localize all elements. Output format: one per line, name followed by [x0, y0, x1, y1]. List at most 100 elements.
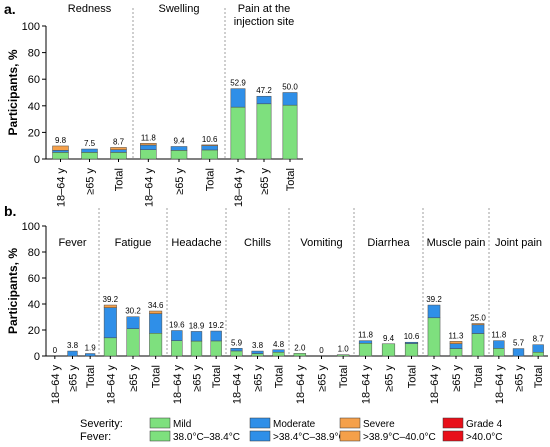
y-tick-label: 60: [28, 273, 40, 285]
group-title: Vomiting: [300, 237, 342, 249]
bar-segment-moderate: [110, 149, 127, 153]
x-tick-label: Total: [473, 365, 485, 388]
group-title: Fever: [58, 237, 86, 249]
bar-segment-moderate: [230, 88, 246, 108]
bar-value-label: 0: [53, 346, 58, 355]
bar-value-label: 9.4: [383, 334, 395, 343]
y-tick-label: 0: [34, 154, 40, 166]
bar-value-label: 3.8: [67, 341, 79, 350]
group-title: Fatigue: [115, 237, 152, 249]
x-tick-label: Total: [114, 168, 126, 191]
legend-swatch-severe: [339, 417, 361, 429]
group-title: Swelling: [159, 3, 200, 15]
bar-value-label: 4.8: [273, 340, 285, 349]
x-tick-label: Total: [85, 365, 97, 388]
bar-segment-mild: [381, 343, 396, 357]
bar-segment-mild: [140, 149, 157, 160]
legend-swatch-grade4: [442, 417, 464, 429]
group-title: Chills: [244, 237, 271, 249]
x-tick-label: 18–64 y: [50, 365, 62, 405]
bar-segment-moderate: [512, 348, 525, 357]
x-tick-label: ≥65 y: [128, 365, 140, 392]
bar-segment-mild: [110, 152, 127, 160]
bar-value-label: 2.0: [294, 343, 306, 352]
bar-segment-mild: [471, 333, 485, 357]
x-tick-label: ≥65 y: [451, 365, 463, 392]
bar-segment-moderate: [493, 340, 505, 349]
x-tick-label: ≥65 y: [317, 365, 329, 392]
bar-segment-mild: [449, 348, 463, 357]
y-tick-label: 40: [28, 101, 40, 113]
bar-value-label: 19.6: [169, 321, 185, 330]
bar-value-label: 50.0: [282, 83, 298, 92]
x-tick-label: ≥65 y: [253, 365, 265, 392]
group-title: Muscle pain: [427, 237, 486, 249]
bar-segment-moderate: [67, 350, 78, 357]
bar-value-label: 8.7: [113, 137, 125, 146]
y-tick-label: 40: [28, 299, 40, 311]
bar-segment-moderate: [103, 307, 117, 339]
bar-value-label: 47.2: [256, 86, 272, 95]
bar-value-label: 11.3: [449, 331, 465, 340]
group-title: Pain at the injection site: [234, 3, 295, 28]
bar-segment-mild: [358, 343, 373, 357]
bar-value-label: 34.6: [148, 301, 164, 310]
y-tick-label: 100: [22, 21, 40, 33]
bar-segment-mild: [256, 103, 272, 160]
x-tick-label: Total: [285, 168, 297, 191]
bar-value-label: 7.5: [84, 139, 96, 148]
bar-segment-mild: [103, 337, 117, 357]
bar-value-label: 5.9: [231, 338, 243, 347]
bar-segment-moderate: [282, 92, 298, 106]
y-axis-label: Participants, %: [6, 248, 20, 334]
bar-segment-mild: [493, 348, 505, 357]
x-tick-label: Total: [338, 365, 350, 388]
y-axis-label: Participants, %: [6, 49, 20, 135]
legend-fever-mild: 38.0°C–38.4°C: [173, 432, 240, 443]
bar-value-label: 9.4: [173, 136, 185, 145]
bar-segment-mild: [210, 340, 222, 357]
bar-value-label: 5.7: [513, 339, 525, 348]
bar-value-label: 52.9: [230, 79, 246, 88]
y-tick-label: 0: [34, 351, 40, 363]
bar-value-label: 3.8: [252, 341, 264, 350]
bar-segment-mild: [171, 340, 183, 357]
bar-segment-moderate: [230, 348, 243, 352]
bar-segment-mild: [272, 351, 285, 357]
bar-value-label: 39.2: [103, 295, 119, 304]
x-tick-label: ≥65 y: [514, 365, 526, 392]
bar-segment-moderate: [404, 341, 419, 344]
bar-segment-moderate: [449, 343, 463, 349]
bar-segment-mild: [201, 149, 218, 160]
bar-segment-moderate: [201, 145, 218, 151]
bar-segment-moderate: [81, 148, 98, 153]
x-tick-label: 18–64 y: [295, 365, 307, 405]
bar-segment-severe: [103, 304, 117, 308]
bar-segment-moderate: [272, 349, 285, 353]
legend-swatch-mild: [149, 417, 171, 429]
bar-value-label: 39.2: [426, 295, 442, 304]
bar-value-label: 1.0: [338, 345, 350, 354]
legend-swatch-fever-severe: [339, 430, 361, 442]
legend-swatch-fever-grade4: [442, 430, 464, 442]
x-tick-label: 18–64 y: [233, 168, 245, 208]
bar-segment-mild: [52, 152, 69, 160]
x-tick-label: ≥65 y: [85, 168, 97, 195]
bar-segment-moderate: [358, 340, 373, 344]
x-tick-label: 18–64 y: [494, 365, 506, 405]
bar-value-label: 11.8: [491, 331, 507, 340]
bar-segment-mild: [149, 333, 163, 357]
bar-value-label: 19.2: [208, 321, 224, 330]
bar-segment-severe: [52, 145, 69, 151]
x-tick-label: ≥65 y: [259, 168, 271, 195]
bar-segment-moderate: [171, 330, 183, 341]
legend-fever-moderate: >38.4°C–38.9°C: [273, 432, 346, 443]
bar-value-label: 10.6: [404, 332, 420, 341]
bar-segment-severe: [201, 144, 218, 146]
bar-value-label: 8.7: [533, 335, 545, 344]
bar-segment-mild: [190, 340, 203, 357]
bar-segment-moderate: [170, 146, 188, 151]
legend-fever-grade4: >40.0°C: [466, 432, 503, 443]
legend-severity-mild: Mild: [173, 419, 191, 430]
